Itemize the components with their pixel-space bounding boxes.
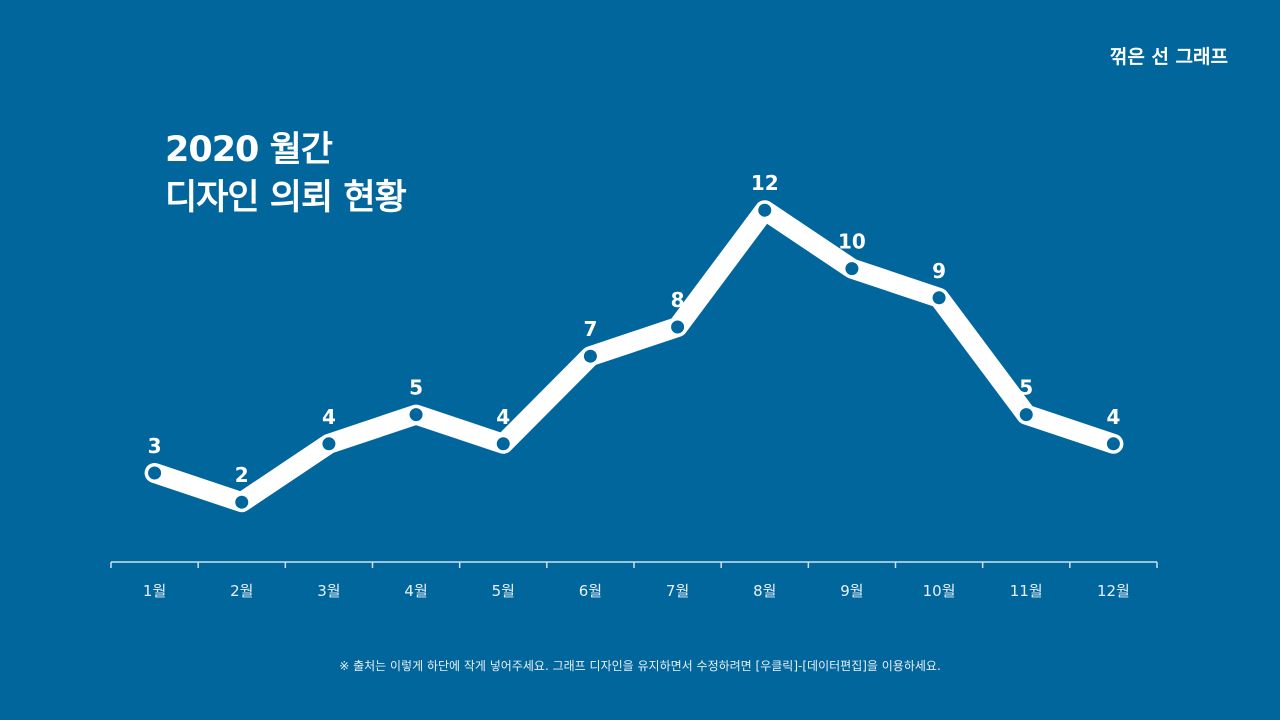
data-point (1019, 408, 1033, 422)
x-tick-label: 9월 (840, 582, 863, 600)
chart-type-label: 꺾은 선 그래프 (1109, 46, 1228, 68)
data-point (583, 349, 597, 363)
data-label: 5 (1019, 376, 1033, 400)
data-label: 4 (1106, 405, 1120, 429)
data-point (496, 437, 510, 451)
series-line (144, 200, 1124, 513)
data-point (671, 320, 685, 334)
x-tick-label: 3월 (317, 582, 340, 600)
data-point (1106, 437, 1120, 451)
x-tick-label: 2월 (230, 582, 253, 600)
x-tick-label: 11월 (1010, 582, 1043, 600)
x-tick-label: 10월 (923, 582, 956, 600)
x-tick-label: 6월 (579, 582, 602, 600)
x-tick-label: 8월 (753, 582, 776, 600)
x-tick-label: 12월 (1097, 582, 1130, 600)
data-label: 12 (751, 171, 779, 195)
chart-title: 2020 월간 디자인 의뢰 현황 (165, 126, 407, 222)
data-point (932, 291, 946, 305)
source-note: ※ 출처는 이렇게 하단에 작게 넣어주세요. 그래프 디자인을 유지하면서 수… (339, 659, 941, 673)
data-point (322, 437, 336, 451)
data-label: 3 (148, 434, 162, 458)
x-tick-label: 1월 (143, 582, 166, 600)
x-tick-label: 5월 (492, 582, 515, 600)
data-label: 4 (322, 405, 336, 429)
data-label: 4 (496, 405, 510, 429)
data-point (845, 262, 859, 276)
data-point (758, 203, 772, 217)
x-tick-label: 4월 (404, 582, 427, 600)
data-label: 2 (235, 463, 249, 487)
x-tick-label: 7월 (666, 582, 689, 600)
data-label: 9 (932, 259, 946, 283)
data-label: 8 (671, 288, 685, 312)
data-label: 7 (583, 317, 597, 341)
data-label: 5 (409, 376, 423, 400)
data-point (148, 466, 162, 480)
chart-title-line2: 디자인 의뢰 현황 (165, 178, 407, 218)
chart-title-line1: 2020 월간 (165, 130, 333, 170)
data-label: 10 (838, 230, 866, 254)
data-point (235, 495, 249, 509)
data-point (409, 408, 423, 422)
